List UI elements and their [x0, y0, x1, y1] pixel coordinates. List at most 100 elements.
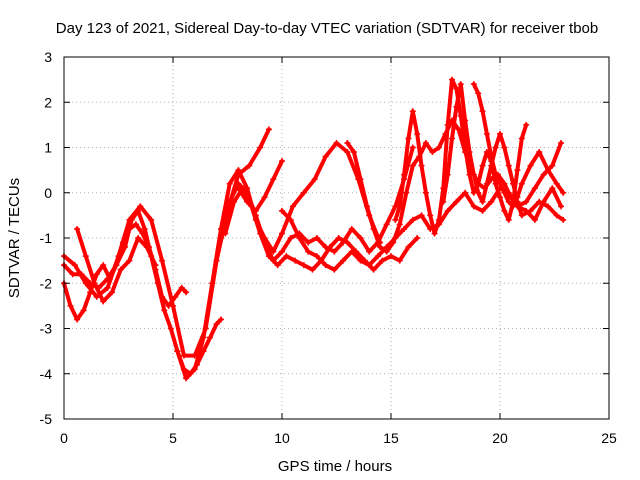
data-point: [143, 244, 150, 251]
series-line: [75, 226, 158, 304]
data-point: [518, 180, 525, 187]
series-track-4: [74, 225, 159, 305]
data-point: [492, 144, 499, 151]
data-point: [553, 212, 560, 219]
data-point: [235, 167, 242, 174]
y-axis-label: SDTVAR / TECUs: [6, 178, 23, 298]
data-point: [527, 207, 534, 214]
data-point: [379, 257, 386, 264]
data-point: [422, 189, 429, 196]
data-point: [501, 144, 508, 151]
data-point: [265, 126, 272, 133]
data-point: [462, 189, 469, 196]
data-point: [457, 81, 464, 88]
data-point: [67, 302, 74, 309]
data-point: [497, 130, 503, 137]
data-point: [488, 198, 495, 205]
data-point: [104, 284, 111, 291]
data-point: [488, 153, 495, 160]
data-point: [180, 352, 187, 359]
y-tick-label: -1: [40, 230, 53, 246]
data-point: [466, 149, 473, 156]
y-tick-label: 2: [44, 94, 52, 110]
data-point: [536, 149, 543, 156]
y-tick-label: 0: [44, 185, 52, 201]
data-point: [287, 216, 294, 223]
data-point: [207, 334, 214, 341]
x-tick-label: 5: [169, 430, 177, 446]
data-point: [235, 185, 242, 192]
data-point: [401, 225, 408, 232]
data-point: [444, 121, 451, 128]
data-point: [414, 235, 421, 241]
data-point: [100, 298, 107, 305]
y-tick-label: -3: [40, 321, 53, 337]
data-point: [549, 162, 556, 169]
data-point: [350, 149, 357, 156]
data-point: [311, 176, 318, 183]
data-point: [289, 203, 296, 210]
y-tick-label: -4: [40, 366, 53, 382]
y-tick-label: -5: [40, 411, 53, 427]
data-point: [178, 284, 185, 291]
data-point: [287, 235, 294, 241]
data-point: [226, 180, 233, 187]
data-point: [453, 103, 460, 110]
data-point: [388, 253, 394, 260]
data-point: [558, 203, 565, 210]
data-point: [333, 139, 340, 146]
data-point: [427, 212, 434, 219]
data-point: [191, 366, 198, 373]
data-point: [370, 225, 377, 232]
data-point: [322, 153, 329, 160]
data-point: [475, 90, 482, 97]
data-point: [292, 257, 299, 264]
data-point: [74, 225, 81, 232]
data-point: [82, 253, 89, 260]
data-point: [91, 280, 98, 287]
data-point: [296, 235, 303, 241]
data-point: [161, 307, 168, 314]
data-point: [335, 235, 342, 241]
data-point: [558, 139, 565, 146]
data-point: [222, 230, 229, 237]
data-point: [135, 235, 142, 241]
data-point: [300, 262, 307, 269]
data-point: [523, 198, 530, 205]
data-point: [246, 162, 253, 169]
data-point: [479, 198, 486, 205]
x-tick-label: 20: [492, 430, 508, 446]
data-point: [126, 216, 133, 223]
data-point: [69, 271, 76, 278]
data-point: [403, 189, 410, 196]
data-point: [115, 253, 122, 260]
data-point: [305, 248, 312, 255]
data-point: [270, 248, 277, 255]
data-point: [364, 203, 371, 210]
data-point: [279, 158, 285, 165]
data-point: [340, 257, 347, 264]
data-point: [152, 262, 159, 269]
series-track-8: [235, 158, 285, 214]
data-point: [200, 334, 207, 341]
data-point: [510, 180, 517, 187]
data-point: [93, 293, 100, 300]
data-point: [172, 293, 179, 300]
data-point: [390, 239, 397, 246]
data-point: [357, 176, 364, 183]
data-point: [313, 253, 320, 260]
data-point: [183, 375, 190, 382]
data-point: [396, 221, 403, 228]
data-point: [344, 239, 351, 246]
data-point: [279, 207, 285, 214]
series-track-13: [470, 81, 567, 210]
data-point: [444, 207, 451, 214]
data-point: [344, 139, 351, 146]
data-point: [374, 253, 381, 260]
x-axis-label: GPS time / hours: [278, 458, 392, 475]
data-point: [549, 185, 556, 192]
data-point: [544, 167, 551, 174]
data-point: [527, 162, 534, 169]
data-point: [265, 253, 272, 260]
